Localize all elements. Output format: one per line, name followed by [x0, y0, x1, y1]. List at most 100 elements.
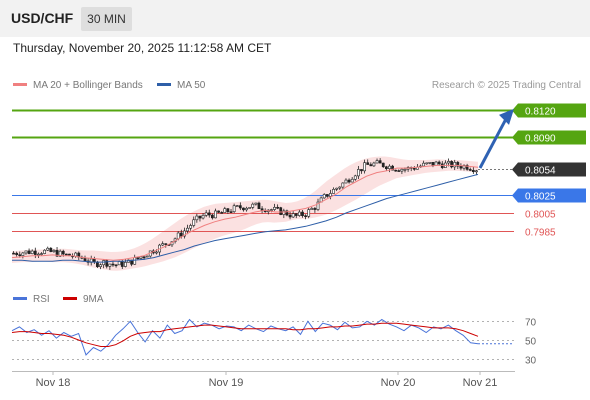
candle — [329, 189, 332, 200]
candle-body — [437, 161, 441, 165]
candle-body — [189, 225, 193, 229]
candle-body — [207, 212, 211, 216]
timeframe-button[interactable]: 30 MIN — [81, 7, 132, 31]
level-tag — [512, 103, 586, 118]
candle-body — [322, 194, 326, 199]
candle-body — [136, 257, 140, 260]
symbol-title: USD/CHF — [11, 10, 74, 26]
candle-body — [61, 250, 65, 255]
copyright: Research © 2025 Trading Central — [431, 80, 581, 91]
candle — [366, 159, 370, 165]
legend-ma20: MA 20 + Bollinger Bands — [13, 80, 143, 91]
candle-body — [273, 206, 276, 210]
candle-body — [30, 250, 34, 254]
candle — [297, 209, 301, 217]
candle-body — [338, 186, 342, 189]
candle — [254, 202, 258, 206]
candle — [64, 253, 68, 256]
rsi-level-30: 30 — [12, 356, 537, 367]
candle-body — [468, 169, 472, 171]
candle — [183, 227, 186, 239]
candle-body — [434, 161, 438, 166]
candle — [242, 207, 245, 212]
candle-body — [195, 215, 199, 221]
candle-body — [391, 165, 394, 171]
candle-body — [388, 165, 391, 170]
rsi-panel: 70 50 30 — [11, 318, 537, 367]
level-label: 0.8005 — [525, 210, 556, 221]
level-label: 0.7985 — [525, 228, 556, 239]
candle — [471, 166, 475, 174]
candle — [226, 208, 230, 215]
candle-body — [155, 251, 158, 254]
candle-body — [198, 215, 202, 219]
candle — [186, 224, 189, 235]
rsi-level-70: 70 — [12, 318, 537, 329]
candle-body — [124, 262, 127, 267]
candle — [468, 167, 472, 172]
candle-body — [313, 208, 317, 210]
candle-body — [27, 250, 31, 254]
projection-arrow — [478, 108, 514, 169]
candle — [37, 252, 40, 258]
candle — [397, 169, 401, 172]
candle-body — [381, 162, 385, 168]
candle — [285, 209, 289, 217]
candle-body — [378, 160, 382, 164]
candle-body — [245, 207, 248, 211]
candle — [43, 249, 47, 255]
candle-body — [453, 162, 457, 168]
candle-body — [229, 211, 233, 213]
candle — [363, 159, 366, 174]
candle-body — [394, 169, 398, 172]
arrow-head — [499, 108, 514, 125]
candle-body — [120, 261, 124, 267]
candle-body — [232, 205, 236, 212]
candle-body — [183, 230, 186, 237]
candle — [217, 210, 220, 214]
candle — [245, 206, 248, 212]
ma9-swatch — [63, 296, 77, 300]
candle-body — [366, 162, 370, 165]
candle — [273, 203, 276, 211]
legend-rsi: RSI — [13, 294, 50, 305]
rsi-label: RSI — [33, 294, 50, 305]
candle — [52, 249, 56, 253]
candle — [46, 246, 50, 252]
candle-body — [217, 210, 220, 213]
candle — [248, 207, 252, 209]
candle — [325, 194, 329, 198]
candle — [294, 213, 298, 219]
candle-body — [291, 213, 295, 218]
candle — [49, 247, 53, 253]
candle-body — [297, 211, 301, 216]
ma20-swatch — [13, 82, 27, 86]
candle — [316, 198, 320, 212]
header-bar: USD/CHF 30 MIN — [0, 0, 590, 37]
candle-body — [111, 263, 115, 266]
candle-body — [459, 165, 463, 169]
rsi-swatch — [13, 296, 27, 300]
x-tick-label: Nov 20 — [381, 377, 416, 389]
candle — [462, 164, 466, 171]
candle — [394, 169, 398, 172]
level-label: 0.8090 — [525, 134, 556, 145]
candle-body — [99, 264, 102, 267]
candle — [338, 186, 342, 191]
candle — [105, 259, 109, 269]
candle — [422, 160, 426, 167]
ma50-line — [12, 173, 479, 263]
level-0.8054: 0.8054 — [478, 162, 586, 177]
candle — [378, 158, 382, 164]
candle — [24, 250, 28, 255]
candle — [360, 169, 363, 174]
candle-body — [114, 264, 118, 267]
candle-body — [49, 247, 53, 252]
candle-body — [447, 161, 450, 164]
candle-body — [450, 161, 453, 168]
candle-body — [363, 162, 366, 172]
candle — [102, 259, 106, 269]
candle — [192, 216, 196, 228]
candle-body — [369, 164, 373, 167]
candle-body — [384, 166, 388, 170]
